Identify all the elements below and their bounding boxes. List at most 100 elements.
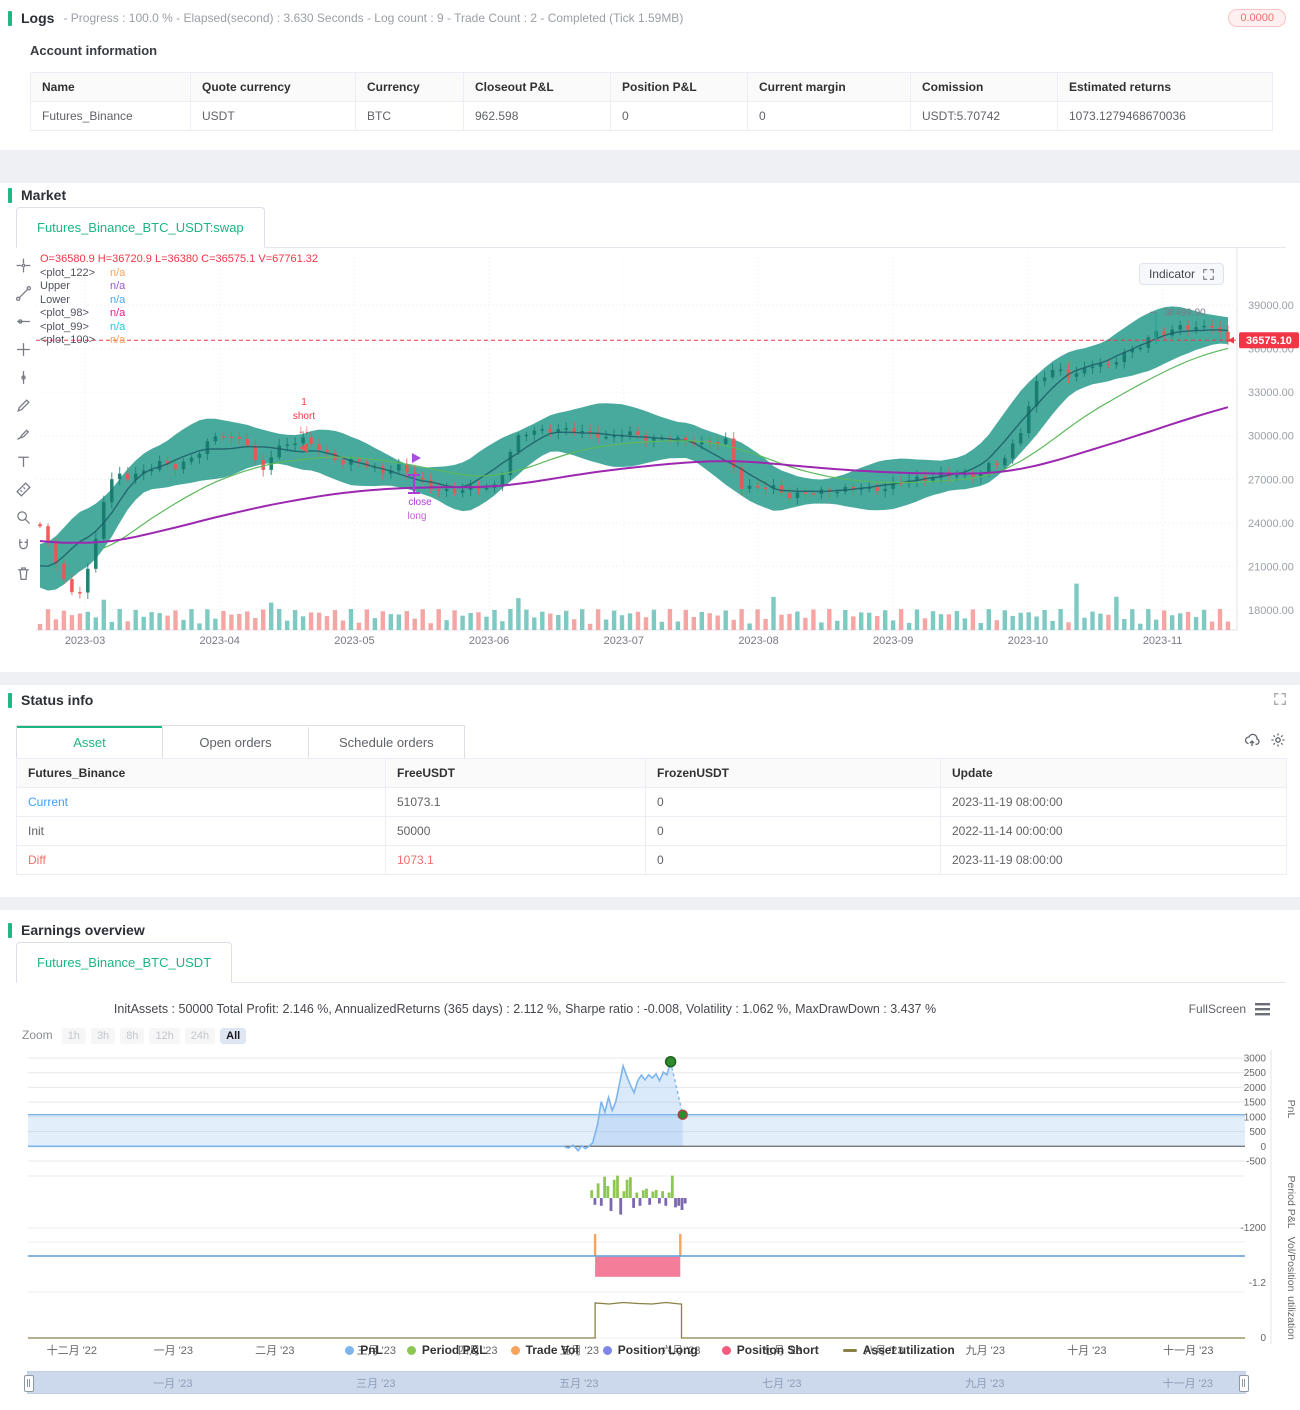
status-table-row: Init 50000 0 2022-11-14 00:00:00 (16, 816, 1287, 846)
svg-text:36575.10: 36575.10 (1246, 335, 1292, 347)
svg-text:二月 '23: 二月 '23 (255, 1345, 294, 1357)
section-accent-bar (8, 187, 12, 203)
navigator-right-handle[interactable] (1239, 1375, 1249, 1392)
svg-text:close: close (408, 497, 432, 508)
section-accent-bar (8, 692, 12, 708)
svg-text:↓↓: ↓↓ (298, 422, 310, 436)
status-frozen-usdt: 0 (645, 816, 941, 846)
zoom-range-8h[interactable]: 8h (120, 1028, 145, 1044)
fullscreen-button[interactable]: FullScreen (1189, 1002, 1270, 1016)
status-row-name: Diff (16, 845, 386, 875)
svg-text:0: 0 (1260, 1333, 1266, 1344)
account-cell: 0 (610, 101, 748, 131)
indicator-legend-row: <plot_100> n/a (40, 334, 126, 346)
svg-text:2023-10: 2023-10 (1008, 635, 1048, 647)
section-accent-bar (8, 922, 12, 938)
navigator-month-label: 五月 '23 (559, 1378, 599, 1390)
indicator-legend-row: <plot_98> n/a (40, 307, 126, 319)
brush-icon[interactable] (13, 423, 33, 443)
navigator-left-handle[interactable] (24, 1375, 34, 1392)
zoom-range-1h[interactable]: 1h (61, 1028, 86, 1044)
svg-text:2023-05: 2023-05 (334, 635, 374, 647)
indicator-legend-row: <plot_122> n/a (40, 266, 126, 279)
legend-item-position-long[interactable]: Position Long (602, 1343, 698, 1357)
svg-text:short: short (293, 411, 315, 422)
svg-text:2023-08: 2023-08 (738, 635, 778, 647)
logs-title: Logs (21, 10, 55, 26)
zoom-range-24h[interactable]: 24h (184, 1028, 216, 1044)
magnet-icon[interactable] (13, 535, 33, 555)
svg-text:十二月 '22: 十二月 '22 (47, 1343, 97, 1357)
trend-line-icon[interactable] (13, 283, 33, 303)
account-table-header: Name Quote currency Currency Closeout P&L Po… (30, 72, 1273, 102)
zoom-controls: Zoom 1h 3h 8h 12h 24h All (22, 1026, 251, 1044)
legend-item-pnl[interactable]: PnL (345, 1343, 383, 1357)
status-frozen-usdt: 0 (645, 787, 941, 817)
svg-text:六月 '23: 六月 '23 (661, 1344, 700, 1357)
svg-text:2023-11: 2023-11 (1143, 635, 1183, 647)
account-cell: BTC (355, 101, 464, 131)
trash-icon[interactable] (13, 563, 33, 583)
zoom-range-12h[interactable]: 12h (149, 1028, 180, 1044)
market-chart-canvas[interactable]: 39000.0036000.0033000.0030000.0027000.00… (36, 247, 1300, 647)
zoom-range-3h[interactable]: 3h (90, 1028, 116, 1044)
cross-line-icon[interactable] (13, 339, 33, 359)
status-free-usdt: 51073.1 (385, 787, 646, 817)
zoom-icon[interactable] (13, 507, 33, 527)
account-cell: USDT:5.70742 (910, 101, 1058, 131)
account-cell: 962.598 (463, 101, 611, 131)
vertical-line-icon[interactable] (13, 367, 33, 387)
ohlc-readout: O=36580.9 H=36720.9 L=36380 C=36575.1 V=… (40, 253, 318, 265)
legend-item-period-p-l[interactable]: Period P&L (406, 1343, 487, 1357)
status-column-header: FrozenUSDT (645, 758, 941, 788)
earnings-chart-canvas[interactable]: 300025002000150010005000-500-1200-1.20Pn… (0, 1050, 1300, 1405)
legend-item-asset-utilization[interactable]: Asset utilization (842, 1343, 955, 1357)
svg-text:2023-03: 2023-03 (65, 635, 105, 647)
market-chart-area: 39000.00 36000.00 33000.00 30000.00 27000.00… (0, 247, 1300, 667)
status-row-name: Current (16, 787, 386, 817)
expand-icon[interactable] (1274, 693, 1286, 705)
legend-item-position-short[interactable]: Position Short (721, 1343, 819, 1357)
legend-label: Period P&L (421, 1343, 487, 1357)
svg-text:三月 '23: 三月 '23 (357, 1345, 396, 1357)
market-tab-futures-binance-btc-usdt-swap[interactable]: Futures_Binance_BTC_USDT:swap (16, 207, 265, 248)
svg-text:十月 '23: 十月 '23 (1067, 1343, 1106, 1357)
status-column-header: FreeUSDT (385, 758, 646, 788)
navigator-scrollbar[interactable]: 一月 '23 三月 '23 五月 '23 七月 '23 九月 '23 十一月 '23 (24, 1371, 1249, 1394)
hamburger-menu-icon (1255, 1002, 1270, 1015)
indicator-button[interactable]: Indicator (1138, 263, 1224, 285)
market-chart-legend: O=36580.9 H=36720.9 L=36380 C=36575.1 V=… (40, 253, 318, 348)
account-column-header: Current margin (747, 72, 911, 102)
crosshair-icon[interactable] (13, 255, 33, 275)
svg-text:2023-04: 2023-04 (200, 635, 240, 647)
cloud-upload-icon[interactable] (1244, 732, 1260, 748)
legend-marker (602, 1345, 612, 1355)
navigator-month-label: 一月 '23 (153, 1378, 193, 1390)
pencil-icon[interactable] (13, 395, 33, 415)
horizontal-ray-icon[interactable] (13, 311, 33, 331)
earnings-stats-line: InitAssets : 50000 Total Profit: 2.146 %… (113, 1002, 937, 1016)
account-column-header: Position P&L (610, 72, 748, 102)
logs-summary: - Progress : 100.0 % - Elapsed(second) :… (63, 11, 684, 25)
account-cell: Futures_Binance (30, 101, 191, 131)
status-free-usdt: 50000 (385, 816, 646, 846)
status-row-name: Init (16, 816, 386, 846)
legend-item-trade-vol[interactable]: Trade Vol (510, 1343, 579, 1357)
zoom-range-all[interactable]: All (220, 1028, 247, 1044)
svg-text:2023-06: 2023-06 (469, 635, 509, 647)
status-tab-open-orders[interactable]: Open orders (162, 726, 308, 760)
status-tab-schedule-orders[interactable]: Schedule orders (308, 726, 464, 760)
account-cell: USDT (190, 101, 356, 131)
earnings-overview-section: Earnings overview Futures_Binance_BTC_US… (0, 910, 1300, 1410)
earnings-tab-futures-binance-btc-usdt[interactable]: Futures_Binance_BTC_USDT (16, 942, 233, 983)
svg-text:24000.00: 24000.00 (1248, 518, 1294, 530)
gear-icon[interactable] (1270, 732, 1286, 748)
status-table: Futures_Binance FreeUSDT FrozenUSDT Update … (16, 758, 1287, 875)
status-tab-asset[interactable]: Asset (17, 726, 162, 760)
navigator-month-label: 七月 '23 (762, 1378, 802, 1390)
text-icon[interactable] (13, 451, 33, 471)
measure-icon[interactable] (13, 479, 33, 499)
account-column-header: Name (30, 72, 191, 102)
legend-marker (406, 1345, 416, 1355)
svg-text:30000.00: 30000.00 (1248, 431, 1294, 443)
